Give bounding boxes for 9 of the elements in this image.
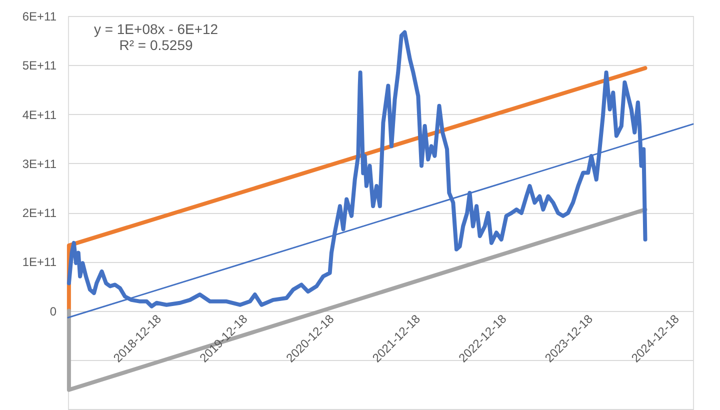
annotation: y = 1E+08x - 6E+12 [94,21,218,37]
y-tick-label: 4E+11 [22,108,57,122]
y-tick-label: 0 [50,304,57,318]
y-tick-label: 2E+11 [22,206,57,220]
y-tick-label: 1E+11 [22,255,57,270]
y-tick-label: 6E+11 [22,10,57,24]
annotation: R² = 0.5259 [119,37,193,53]
y-tick-label: 3E+11 [22,156,57,171]
y-tick-label: 5E+11 [22,58,57,73]
